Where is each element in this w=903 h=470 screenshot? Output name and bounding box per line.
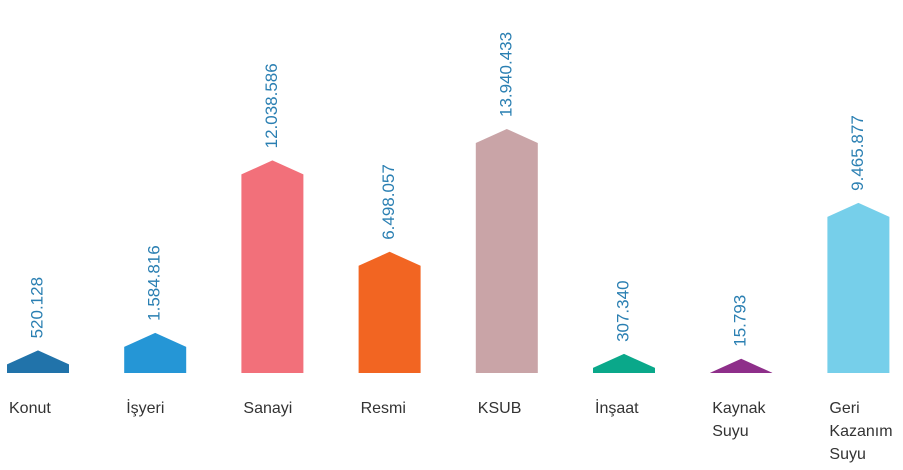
bar [593,353,655,373]
category-label: İşyeri [126,400,165,417]
value-label: 6.498.057 [379,164,398,240]
category-label: Konut [9,400,51,417]
bar [475,129,538,373]
value-label: 520.128 [27,277,46,338]
value-label: 15.793 [731,295,750,347]
bar [710,358,773,373]
bar [358,251,421,373]
bar [827,202,890,373]
value-label: 307.340 [613,280,632,341]
bar [241,160,304,373]
category-label: Kaynak Suyu [712,400,766,440]
value-label: 13.940.433 [496,32,515,117]
category-label: Resmi [360,400,406,417]
bar [7,350,69,373]
value-label: 9.465.877 [848,115,867,191]
category-label: KSUB [477,400,522,417]
category-label: Geri Kazanım Suyu [829,400,893,463]
category-label: Sanayi [243,400,293,417]
value-label: 12.038.586 [262,63,281,148]
value-label: 1.584.816 [145,245,164,321]
category-label: İnşaat [595,400,639,417]
bar [124,332,187,373]
